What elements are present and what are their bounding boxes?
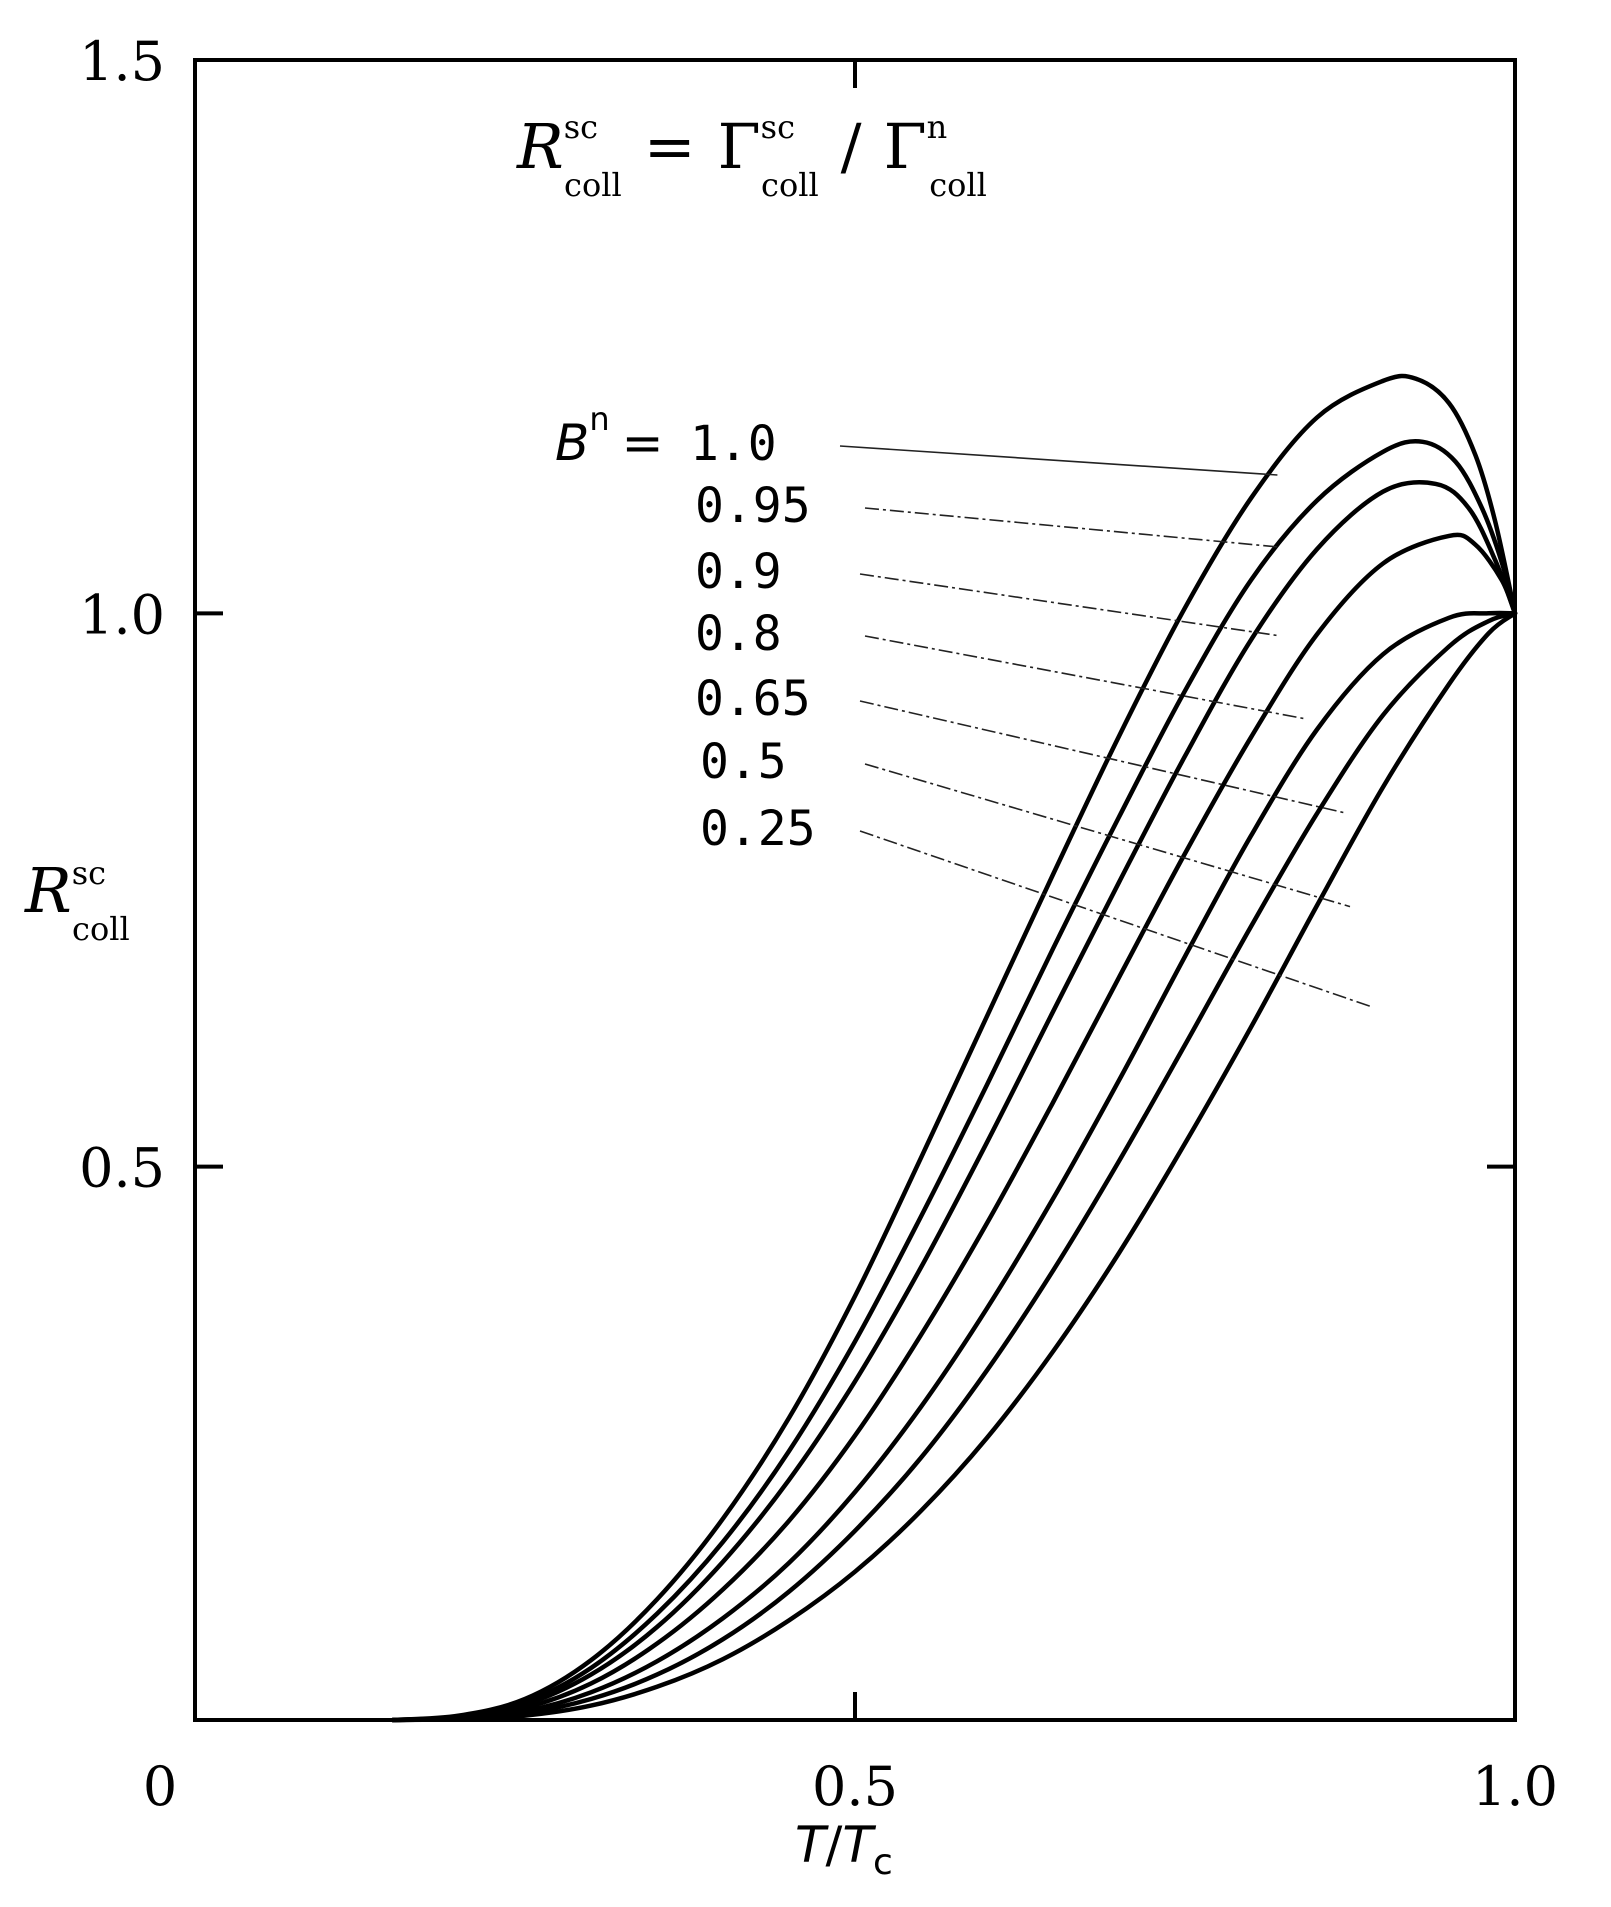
leader-line-0-9 — [859, 573, 1278, 637]
series-line-0-9 — [390, 479, 1518, 1723]
leader-line-1-0 — [839, 445, 1278, 476]
series-line-0-8 — [390, 532, 1518, 1723]
legend-label-0-25: 0.25 — [700, 801, 816, 857]
leader-line-0-8 — [864, 635, 1304, 720]
leader-line-0-95 — [864, 507, 1278, 548]
leader-lines — [839, 445, 1371, 1007]
legend: Bn = 1.0 0.95 0.9 0.8 0.65 0.5 0.25 — [555, 400, 816, 857]
legend-label-0-9: 0.9 — [695, 544, 782, 600]
series-line-0-95 — [390, 439, 1518, 1723]
x-axis-label: T/Tc — [795, 1816, 893, 1883]
y-tick-label-0: 0.5 — [79, 1137, 165, 1200]
series-line-0-65 — [390, 610, 1518, 1723]
leader-line-0-65 — [859, 700, 1344, 814]
series-line-0-5 — [390, 611, 1518, 1723]
legend-label-0-65: 0.65 — [695, 671, 811, 727]
plot-frame — [193, 58, 1517, 1722]
legend-label-1-0: 1.0 — [690, 416, 777, 472]
x-tick-label-2: 1.0 — [1472, 1755, 1558, 1818]
legend-label-0-8: 0.8 — [695, 606, 782, 662]
y-tick-label-2: 1.5 — [79, 30, 165, 93]
legend-label-0-5: 0.5 — [700, 734, 787, 790]
axis-ticks: 0.5 1.0 1.5 0 0.5 1.0 — [79, 30, 1558, 1818]
curves — [390, 373, 1518, 1723]
leader-line-0-5 — [864, 763, 1351, 908]
leader-line-0-25 — [859, 830, 1371, 1007]
legend-label-0-95: 0.95 — [695, 478, 811, 534]
y-tick-label-1: 1.0 — [79, 583, 165, 646]
series-line-1-0 — [390, 373, 1518, 1723]
x-tick-label-1: 0.5 — [812, 1755, 898, 1818]
x-tick-label-0: 0 — [143, 1755, 177, 1818]
y-axis-label: Rsc coll — [24, 854, 130, 948]
chart-title: Rsc coll= Γsc coll/Γn coll — [516, 108, 987, 204]
series-line-0-25 — [390, 611, 1518, 1723]
legend-header: Bn = — [555, 400, 664, 472]
